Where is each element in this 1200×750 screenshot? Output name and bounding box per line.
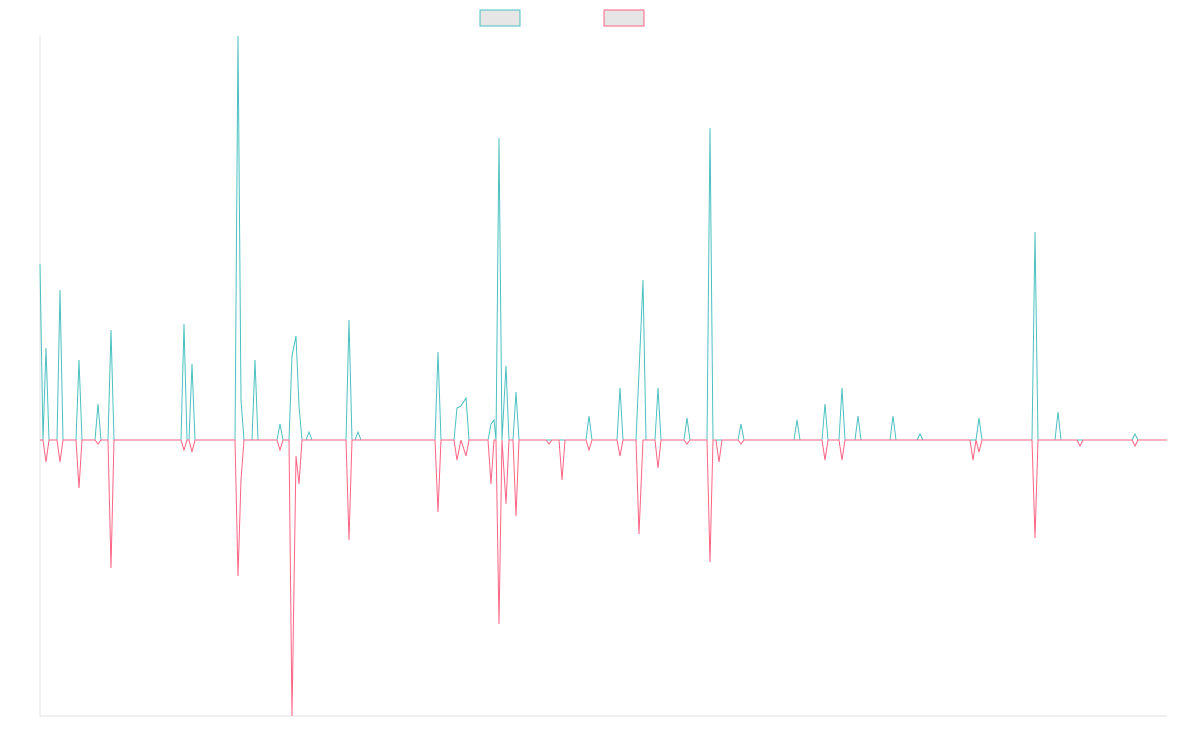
series-line	[40, 439, 1167, 717]
series-line	[39, 35, 1167, 441]
legend-swatch[interactable]	[603, 9, 645, 27]
legend-swatch[interactable]	[479, 9, 521, 27]
